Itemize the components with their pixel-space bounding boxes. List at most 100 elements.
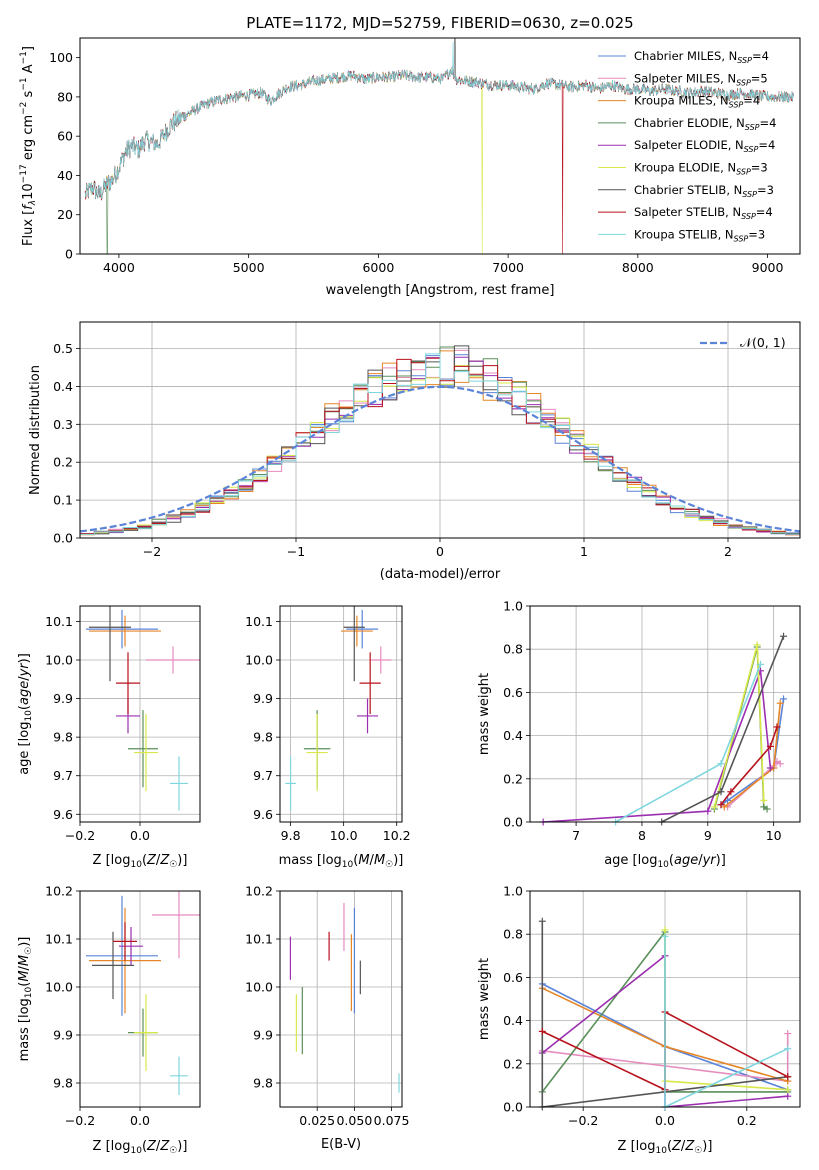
weight-line-kroupa-elodie (664, 929, 788, 1091)
y-tick-label: 0.0 (503, 815, 523, 830)
weight-vs-age-border (529, 605, 801, 823)
x-tick-label: −0.2 (65, 1113, 95, 1128)
legend-suffix: =3 (757, 183, 774, 197)
x-tick-label: 1 (580, 544, 588, 559)
weight-vs-Z-border (529, 890, 801, 1108)
legend-subscript: SSP (736, 78, 751, 87)
age-vs-mass-plot-area: 9.8 10.0 10.2 9.6 9.7 9.8 9.9 10.0 10.1 (245, 606, 411, 843)
y-tick-label: 0.2 (503, 1056, 523, 1071)
y-tick-label: 60 (57, 129, 73, 144)
legend-subscript: SSP (736, 168, 751, 177)
x-tick-label: 7000 (492, 260, 524, 275)
y-tick-label: 9.7 (253, 768, 273, 783)
x-tick-label: −1 (287, 544, 305, 559)
weight-vs-age-xlabel: age [log10(age/yr)] (604, 853, 726, 870)
y-tick-label: 9.8 (253, 1076, 273, 1091)
y-tick-label: 9.9 (53, 1028, 73, 1043)
x-tick-label: 0.0 (130, 828, 150, 843)
y-tick-label: 0.1 (53, 493, 73, 508)
residuals-border (79, 321, 801, 539)
y-tick-label: 9.8 (53, 1076, 73, 1091)
y-tick-label: 1.0 (503, 599, 523, 614)
panel-weight-vs-age: 7 8 9 10 0.0 0.2 0.4 0.6 0.8 1.0 age [log10(age/y… (477, 599, 801, 870)
legend-subscript: SSP (745, 123, 760, 132)
y-tick-label: 0.4 (503, 728, 523, 743)
y-tick-label: 0.2 (53, 455, 73, 470)
y-tick-label: 0.4 (503, 1013, 523, 1028)
y-tick-label: 0.8 (503, 642, 523, 657)
y-tick-label: 40 (57, 168, 73, 183)
x-tick-label: −0.2 (568, 1113, 598, 1128)
panel-mass-vs-Z: −0.2 0.0 9.8 9.9 10.0 10.1 10.2 Z [log10(Z/Z☉)… (17, 884, 201, 1156)
legend-subscript: SSP (741, 212, 756, 221)
y-tick-label: 0.3 (53, 417, 73, 432)
x-tick-label: 0.0 (130, 1113, 150, 1128)
legend-label: Chabrier STELIB, NSSP=3 (634, 183, 774, 199)
legend-label: 𝒩(0, 1) (740, 335, 786, 350)
y-tick-label: 10.2 (45, 884, 73, 899)
panel-residuals: −2 −1 0 1 2 0.0 0.1 0.2 0.3 0.4 0.5 𝒩(0, 1) (data-… (28, 321, 801, 582)
y-tick-label: 1.0 (503, 884, 523, 899)
x-tick-label: 8000 (622, 260, 654, 275)
age-vs-Z-xlabel: Z [log10(Z/Z☉)] (93, 853, 188, 870)
legend-suffix: =4 (760, 116, 777, 130)
legend-subscript: SSP (737, 56, 752, 65)
x-tick-label: 6000 (362, 260, 394, 275)
weight-vs-Z-xlabel: Z [log10(Z/Z☉)] (618, 1139, 713, 1156)
age-vs-mass-xlabel: mass [log10(M/M☉)] (279, 853, 404, 870)
residuals-plot-area: −2 −1 0 1 2 0.0 0.1 0.2 0.3 0.4 0.5 (53, 322, 800, 559)
figure-title: PLATE=1172, MJD=52759, FIBERID=0630, z=0… (246, 14, 633, 32)
y-tick-label: 20 (57, 207, 73, 222)
mass-vs-ebv-xlabel: E(B-V) (321, 1137, 361, 1152)
legend-label: Salpeter MILES, NSSP=5 (634, 71, 768, 87)
spectrum-ylabel: Flux [fλ10−17 erg cm−2 s−1 A−1] (19, 46, 38, 246)
x-tick-label: 0.075 (374, 1113, 410, 1128)
legend-suffix: =4 (758, 138, 775, 152)
legend-suffix: =3 (751, 161, 768, 175)
mass-vs-ebv-border (279, 890, 403, 1108)
spectrum-border (79, 37, 801, 255)
weight-line-kroupa-stelib (664, 936, 789, 1107)
y-tick-label: 0.8 (503, 927, 523, 942)
residuals-legend: 𝒩(0, 1) (700, 335, 786, 350)
y-tick-label: 9.6 (253, 807, 273, 822)
spectrum-xlabel: wavelength [Angstrom, rest frame] (326, 283, 555, 298)
y-tick-label: 10.1 (245, 932, 273, 947)
legend-suffix: =5 (751, 71, 768, 85)
x-tick-label: 4000 (103, 260, 135, 275)
legend-label: Kroupa STELIB, NSSP=3 (634, 227, 765, 243)
y-tick-label: 9.8 (253, 730, 273, 745)
normal-curve (80, 385, 800, 533)
weight-vs-Z-plot-area: −0.2 0.0 0.2 0.0 0.2 0.4 0.6 0.8 1.0 (503, 884, 800, 1128)
y-tick-label: 9.9 (253, 691, 273, 706)
y-tick-label: 0.6 (503, 685, 523, 700)
spectrum-plot-area: 4000 5000 6000 7000 8000 9000 0 20 40 60 80 100 (49, 38, 794, 275)
residuals-ylabel: Normed distribution (28, 365, 43, 495)
y-tick-label: 0.4 (53, 379, 73, 394)
legend-suffix: =4 (756, 205, 773, 219)
y-tick-label: 0.2 (503, 771, 523, 786)
legend-label: Chabrier ELODIE, NSSP=4 (634, 116, 776, 132)
x-tick-label: 8 (638, 828, 646, 843)
panel-spectrum: 4000 5000 6000 7000 8000 9000 0 20 40 60 80 100 Cha… (19, 37, 801, 298)
y-tick-label: 9.9 (53, 691, 73, 706)
weight-vs-Z-ylabel: mass weight (477, 958, 492, 1040)
y-tick-label: 10.1 (45, 932, 73, 947)
x-tick-label: −2 (143, 544, 161, 559)
age-vs-Z-ylabel: age [log10(age/yr)] (17, 653, 34, 775)
spectrum-line-kroupa-stelib (84, 41, 794, 200)
mass-vs-Z-border (79, 890, 201, 1108)
y-tick-label: 10.0 (45, 653, 73, 668)
legend-label: Chabrier MILES, NSSP=4 (634, 49, 769, 65)
y-tick-label: 10.1 (245, 614, 273, 629)
legend-suffix: =4 (743, 94, 760, 108)
x-tick-label: 0.0 (655, 1113, 675, 1128)
y-tick-label: 0.5 (53, 341, 73, 356)
y-tick-label: 100 (49, 50, 73, 65)
weight-line-chabrier-miles (720, 698, 785, 806)
residuals-xlabel: (data-model)/error (380, 567, 501, 582)
spectrum-legend: Chabrier MILES, NSSP=4 Salpeter MILES, NS… (598, 49, 776, 243)
y-tick-label: 10.0 (45, 980, 73, 995)
weight-line-kroupa-stelib (615, 664, 762, 822)
